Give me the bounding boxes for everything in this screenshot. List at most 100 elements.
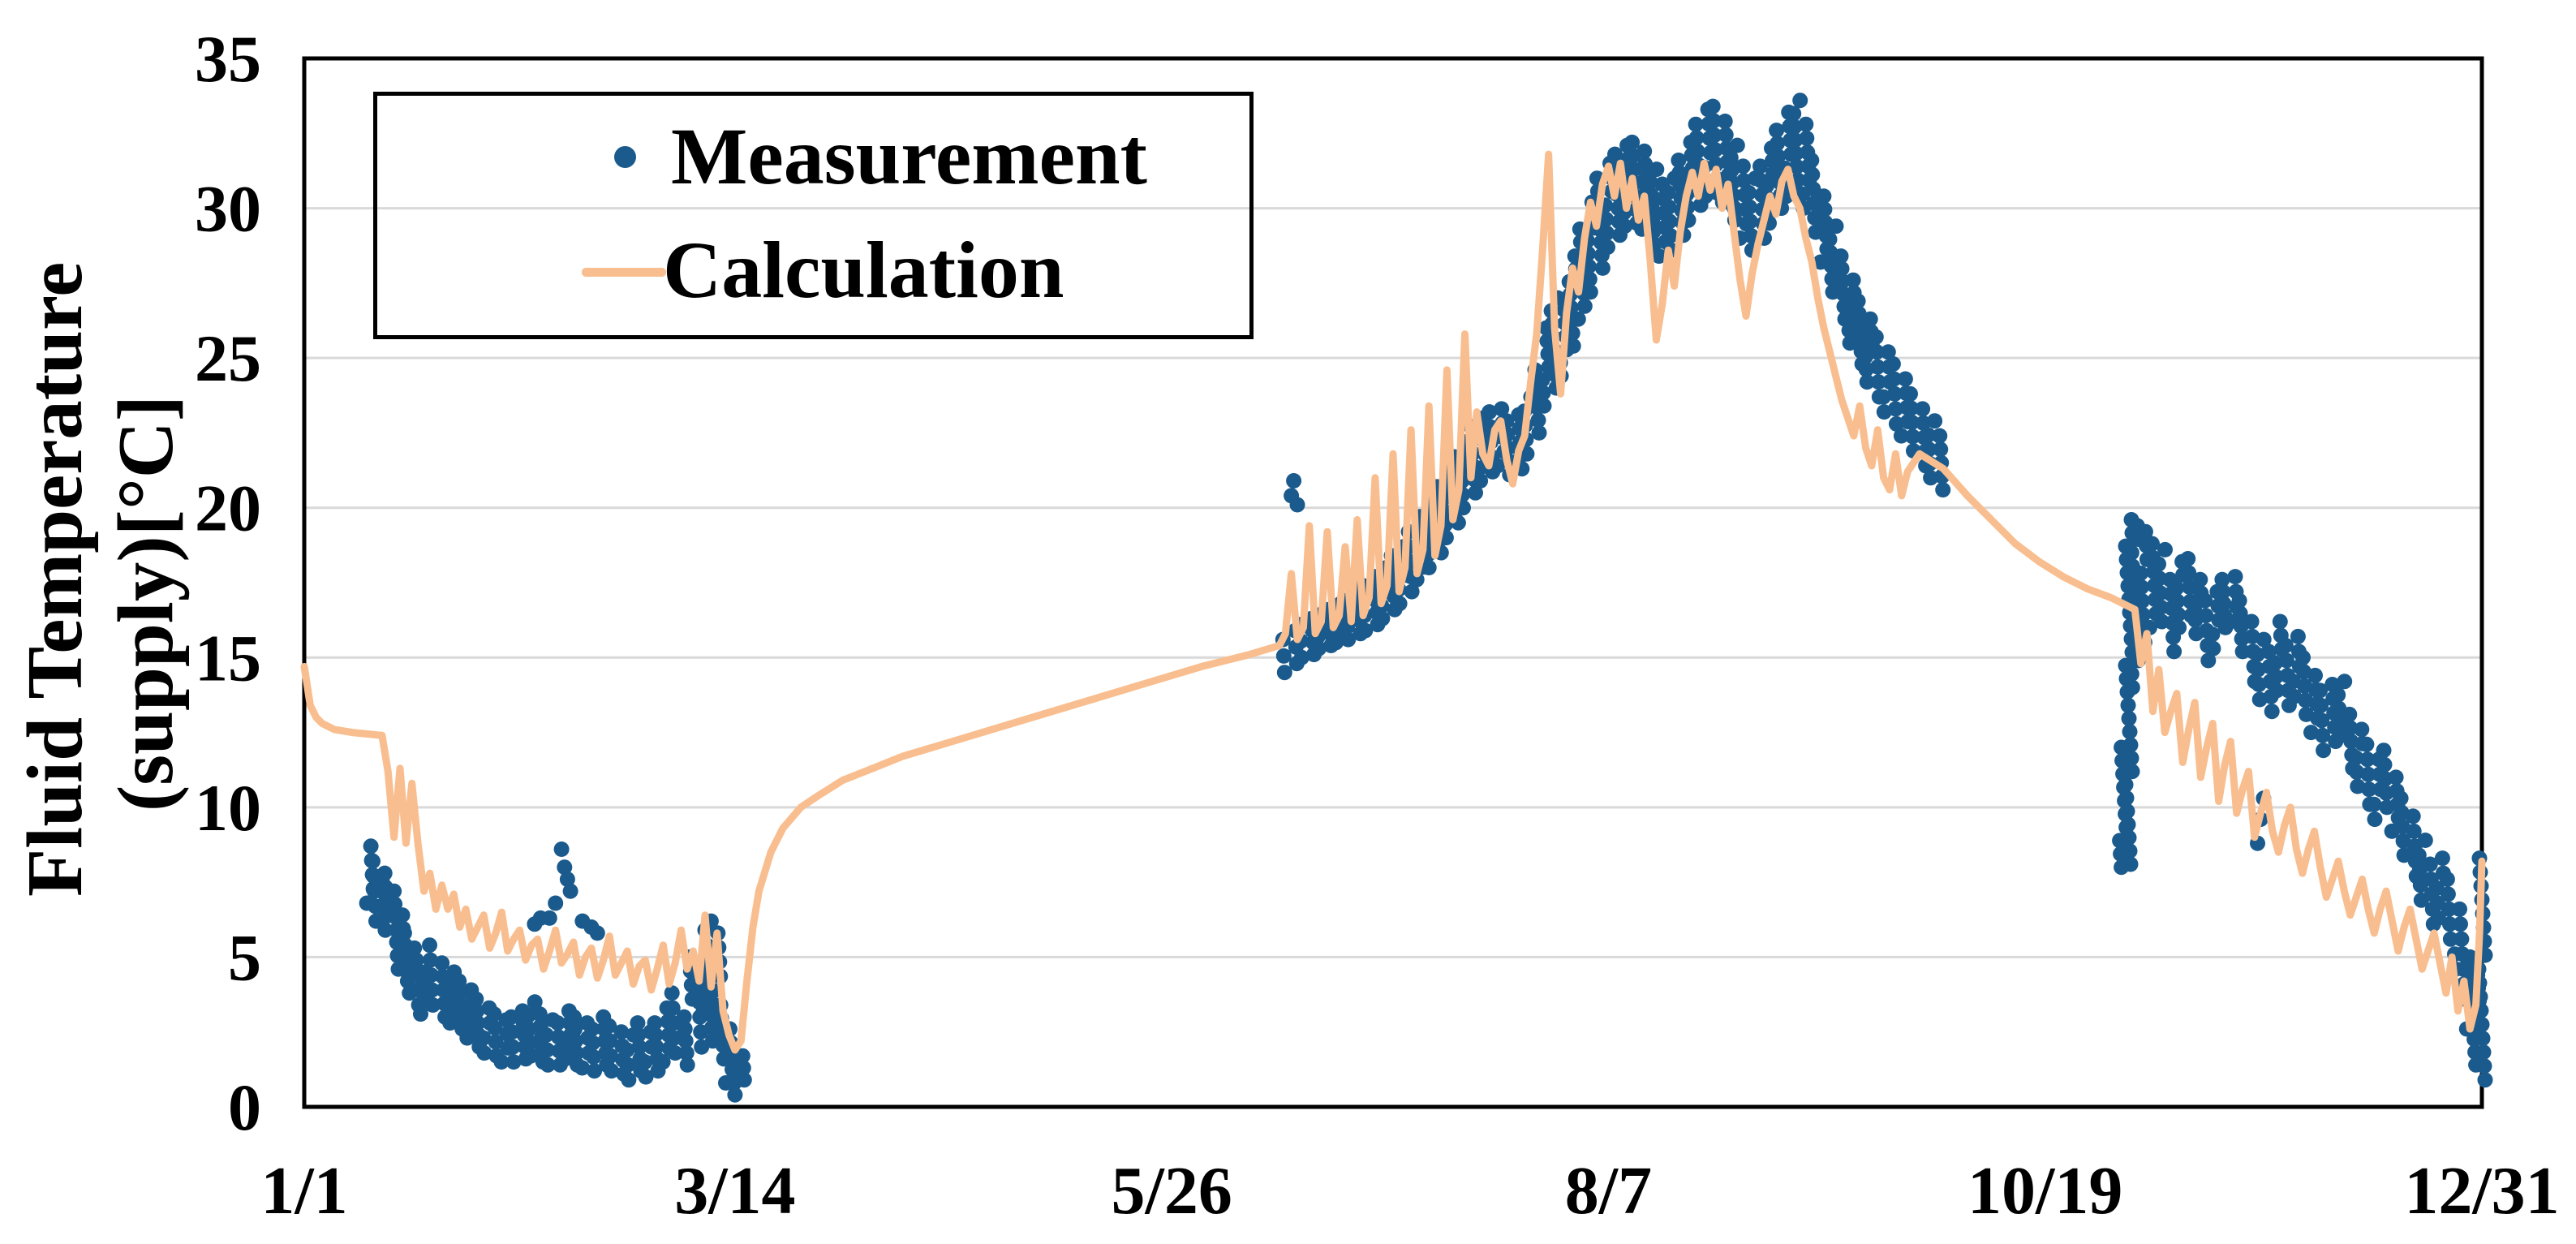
measurement-dot — [2243, 613, 2260, 630]
measurement-dot — [1519, 446, 1535, 462]
legend-item-measurement: Measurement — [377, 104, 1249, 209]
measurement-dot — [2307, 667, 2323, 683]
measurement-dot — [619, 1042, 635, 1058]
measurement-dot — [1624, 134, 1641, 150]
measurement-dot — [2295, 649, 2311, 665]
x-tick-label: 8/7 — [1565, 1153, 1652, 1229]
measurement-dot — [1722, 149, 1739, 166]
measurement-dot — [1798, 116, 1814, 132]
measurement-dot — [621, 1072, 637, 1088]
measurement-dot — [1741, 199, 1757, 215]
measurement-dot-marker-icon — [614, 146, 636, 168]
measurement-dot — [1887, 401, 1903, 417]
measurement-dot — [2342, 706, 2358, 722]
measurement-dot — [1671, 153, 1687, 168]
measurement-dot — [2231, 592, 2247, 609]
measurement-dot — [1340, 631, 1357, 648]
measurement-dot — [1651, 248, 1667, 265]
measurement-dot — [386, 883, 402, 899]
measurement-dot — [539, 1042, 555, 1058]
measurement-dot — [1927, 413, 1943, 429]
measurement-dot — [2475, 1031, 2491, 1047]
measurement-dot — [2366, 796, 2382, 812]
measurement-dot — [587, 1063, 603, 1079]
measurement-dot — [603, 1048, 619, 1064]
measurement-dot — [631, 1039, 647, 1055]
measurement-dot — [2170, 593, 2186, 609]
measurement-dot — [504, 1024, 520, 1040]
measurement-dot — [1859, 374, 1875, 390]
measurement-dot — [679, 1057, 695, 1073]
measurement-dot — [2119, 803, 2135, 820]
measurement-dot — [1880, 344, 1896, 360]
x-tick-label: 1/1 — [260, 1153, 347, 1229]
measurement-dot — [557, 859, 573, 876]
measurement-dot — [1769, 123, 1785, 139]
measurement-dot — [2216, 596, 2232, 612]
measurement-dot — [1494, 401, 1510, 417]
measurement-dot — [1642, 174, 1658, 190]
measurement-dot — [549, 1015, 566, 1031]
measurement-dot — [1689, 143, 1705, 159]
y-tick-label: 5 — [228, 920, 261, 994]
measurement-dot — [376, 865, 393, 881]
measurement-dot — [1886, 385, 1903, 402]
measurement-dot — [1770, 136, 1786, 152]
measurement-dot — [637, 1054, 653, 1070]
measurement-dot — [1636, 143, 1653, 159]
y-tick-label: 0 — [228, 1070, 261, 1144]
measurement-dot — [2198, 608, 2214, 624]
measurement-dot — [2256, 631, 2272, 648]
measurement-dot — [1662, 228, 1679, 243]
y-axis-title-line-1: Fluid Temperature — [11, 262, 98, 897]
measurement-dot — [735, 1060, 751, 1076]
measurement-dot — [2132, 566, 2148, 581]
calculation-line-marker-icon — [582, 268, 666, 277]
measurement-dot — [1845, 272, 1861, 288]
measurement-dot — [1473, 473, 1489, 489]
legend-label-measurement: Measurement — [671, 111, 1147, 201]
measurement-dot — [2123, 750, 2139, 766]
measurement-dot — [1804, 166, 1821, 183]
measurement-dot — [677, 1021, 693, 1037]
measurement-dot — [2277, 638, 2294, 653]
measurement-dot — [648, 1039, 664, 1055]
y-tick-label: 20 — [195, 471, 261, 545]
measurement-dot — [2359, 736, 2375, 752]
measurement-dot — [2441, 901, 2457, 917]
measurement-dot — [1661, 199, 1677, 215]
y-axis-title: Fluid Temperature (supply)[°C] — [11, 262, 189, 897]
measurement-dot — [2205, 640, 2221, 656]
measurement-dot — [1932, 428, 1948, 444]
measurement-dot — [2376, 743, 2392, 759]
measurement-dot — [2234, 644, 2251, 660]
legend-label-calculation: Calculation — [663, 225, 1064, 315]
measurement-dot — [1705, 113, 1722, 129]
measurement-dot — [559, 872, 575, 887]
measurement-dot — [1717, 114, 1733, 129]
measurement-dot — [1649, 161, 1665, 178]
measurement-dot — [2137, 523, 2153, 540]
measurement-dot — [1816, 188, 1832, 204]
measurement-dot — [1804, 153, 1820, 168]
measurement-dot — [2120, 697, 2136, 713]
measurement-dot — [566, 1009, 582, 1025]
measurement-dot — [1870, 374, 1886, 390]
measurement-dot — [1357, 622, 1374, 639]
measurement-dot — [2170, 606, 2187, 622]
measurement-dot — [2232, 605, 2248, 622]
measurement-dot — [1600, 239, 1615, 256]
measurement-dot — [548, 895, 564, 911]
measurement-dot — [1905, 428, 1920, 445]
measurement-dot — [1897, 371, 1913, 387]
measurement-dot — [2430, 910, 2446, 926]
measurement-dot — [2475, 1044, 2492, 1061]
measurement-dot — [394, 907, 411, 923]
measurement-dot — [2180, 551, 2196, 566]
measurement-dot — [562, 883, 578, 899]
measurement-dot — [2462, 949, 2478, 965]
measurement-dot — [1293, 649, 1310, 665]
measurement-dot — [1275, 648, 1292, 664]
measurement-dot — [2269, 682, 2285, 699]
